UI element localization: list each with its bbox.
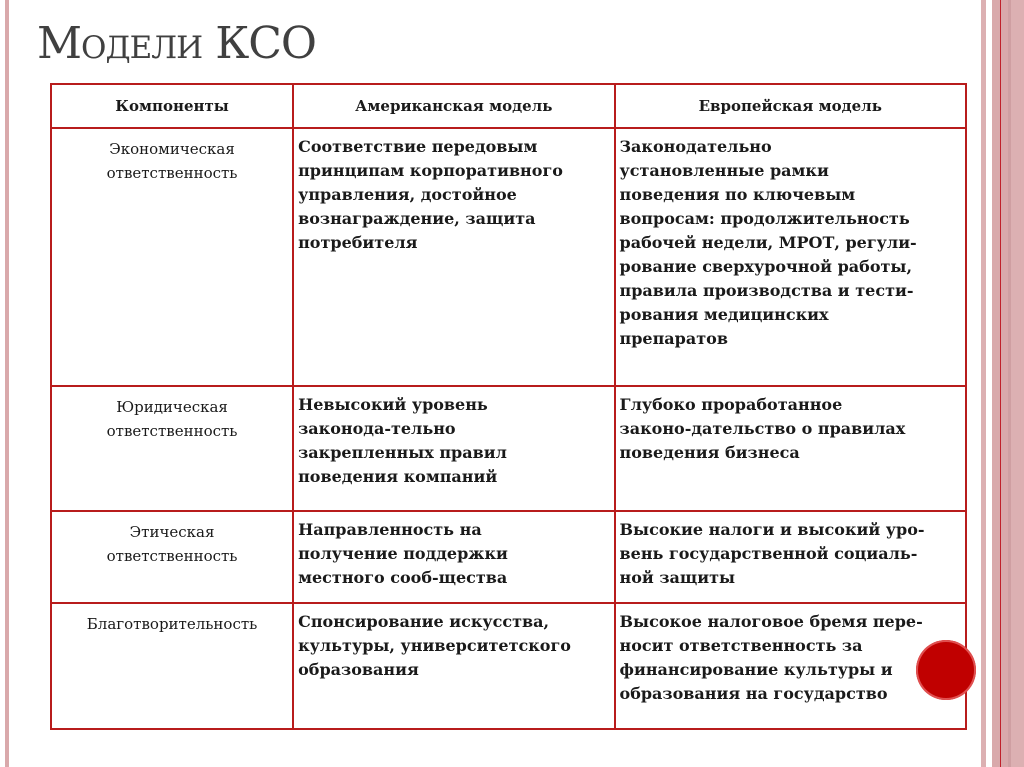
cell-text-line: Этическая xyxy=(129,523,215,541)
cell-text-line: получение поддержки xyxy=(298,544,508,563)
cell-text-line: поведения компаний xyxy=(298,467,498,486)
cell-text-line: образования xyxy=(298,660,419,679)
cell-text-line: ответственность xyxy=(106,422,238,440)
cell-text-line: рования медицинских xyxy=(619,305,829,324)
table-row: Этическая ответственность Направленность н… xyxy=(49,510,968,604)
cell-text-line: рование сверхурочной работы, xyxy=(619,257,913,276)
cell-text-line: Невысокий уровень xyxy=(298,395,488,414)
cell-text-line: управления, достойное xyxy=(298,185,517,204)
cell-text-line: законода-тельно xyxy=(298,419,456,438)
cell-text-line: Законодательно xyxy=(619,137,772,156)
cell-text-line: Соответствие передовым xyxy=(298,137,538,156)
component-cell: Экономическая ответственность xyxy=(49,127,295,387)
header-components: Компоненты xyxy=(49,83,295,129)
cell-text-line: ответственность xyxy=(106,547,238,565)
cell-text-line: установленные рамки xyxy=(619,161,829,180)
right-decor-stripe xyxy=(981,0,986,767)
cell-text-line: Высокие налоги и высокий уро- xyxy=(619,520,925,539)
cell-text-line: культуры, университетского xyxy=(298,636,571,655)
csr-models-table: Компоненты Американская модель Европейск… xyxy=(49,83,968,730)
cell-text-line: поведения бизнеса xyxy=(619,443,800,462)
right-decor-stripe xyxy=(992,0,1000,767)
cell-text-line: Благотворительность xyxy=(86,615,258,633)
cell-text-line: потребителя xyxy=(298,233,418,252)
american-model-cell: Соответствие передовым принципам корпорат… xyxy=(292,127,616,387)
cell-text-line: Высокое налоговое бремя пере- xyxy=(619,612,923,631)
header-european-model: Европейская модель xyxy=(613,83,968,129)
cell-text-line: Направленность на xyxy=(298,520,482,539)
cell-text-line: вопросам: продолжительность xyxy=(619,209,910,228)
component-cell: Юридическая ответственность xyxy=(49,385,295,512)
european-model-cell: Законодательно установленные рамки поведен… xyxy=(613,127,968,387)
cell-text-line: Экономическая xyxy=(109,140,235,158)
component-cell: Благотворительность xyxy=(49,602,295,730)
header-american-model: Американская модель xyxy=(292,83,616,129)
cell-text-line: ной защиты xyxy=(619,568,736,587)
cell-text-line: препаратов xyxy=(619,329,728,348)
right-decor-line xyxy=(1000,0,1001,767)
cell-text-line: правила производства и тести- xyxy=(619,281,914,300)
european-model-cell: Высокое налоговое бремя пере-носит ответ… xyxy=(613,602,968,730)
cell-text-line: ответственность xyxy=(106,164,238,182)
cell-text-line: законо-дательство о правилах xyxy=(619,419,906,438)
table-header-row: Компоненты Американская модель Европейск… xyxy=(49,83,968,129)
red-circle-decoration xyxy=(916,640,976,700)
american-model-cell: Спонсирование искусства, культуры, универ… xyxy=(292,602,616,730)
table-row: Юридическая ответственность Невысокий уров… xyxy=(49,385,968,512)
cell-text-line: местного сооб-щества xyxy=(298,568,508,587)
left-border-stripe xyxy=(5,0,9,767)
cell-text-line: закрепленных правил xyxy=(298,443,507,462)
cell-text-line: финансирование культуры и xyxy=(619,660,893,679)
table-row: Благотворительность Спонсирование искусст… xyxy=(49,602,968,730)
cell-text-line: вень государственной социаль- xyxy=(619,544,918,563)
european-model-cell: Глубоко проработанное законо-дательство о… xyxy=(613,385,968,512)
cell-text-line: Глубоко проработанное xyxy=(619,395,843,414)
cell-text-line: Юридическая xyxy=(116,398,228,416)
cell-text-line: рабочей недели, МРОТ, регули- xyxy=(619,233,917,252)
cell-text-line: вознаграждение, защита xyxy=(298,209,536,228)
american-model-cell: Направленность на получение поддержки мест… xyxy=(292,510,616,604)
cell-text-line: принципам корпоративного xyxy=(298,161,563,180)
component-cell: Этическая ответственность xyxy=(49,510,295,604)
european-model-cell: Высокие налоги и высокий уро-вень госуда… xyxy=(613,510,968,604)
page-title: Модели КСО xyxy=(37,18,317,69)
right-decor-band xyxy=(1001,0,1024,767)
american-model-cell: Невысокий уровень законода-тельно закрепле… xyxy=(292,385,616,512)
cell-text-line: поведения по ключевым xyxy=(619,185,856,204)
table-row: Экономическая ответственность Соответствие… xyxy=(49,127,968,387)
cell-text-line: носит ответственность за xyxy=(619,636,863,655)
cell-text-line: Спонсирование искусства, xyxy=(298,612,550,631)
cell-text-line: образования на государство xyxy=(619,684,888,703)
